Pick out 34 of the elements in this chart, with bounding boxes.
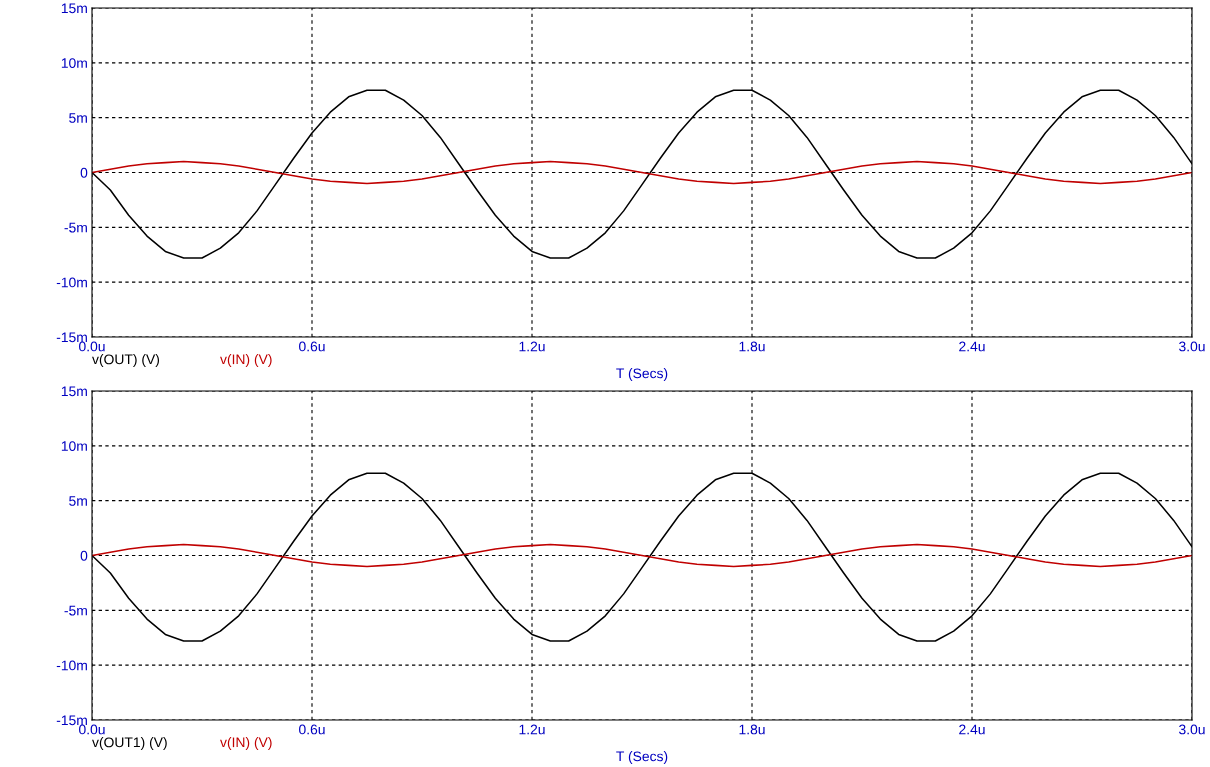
x-tick-label: 1.2u (519, 724, 545, 735)
y-tick-label: -10m (56, 660, 87, 671)
y-tick-label: -5m (64, 605, 87, 616)
x-tick-label: 0.6u (299, 341, 325, 352)
x-tick-label: 2.4u (959, 341, 985, 352)
text: v(IN) (V) (220, 737, 272, 750)
x-axis-title: T (Secs) (616, 368, 668, 381)
x-tick-label: 2.4u (959, 724, 985, 735)
x-tick-label: 3.0u (1179, 341, 1205, 352)
x-tick-label: 1.8u (739, 341, 765, 352)
y-tick-label: -15m (56, 332, 87, 343)
y-tick-label: -10m (56, 277, 87, 288)
text: v(OUT1) (V) (92, 737, 167, 750)
y-tick-label: -5m (64, 222, 87, 233)
x-tick-label: 0.0u (79, 341, 105, 352)
text: v(OUT) (V) (92, 354, 160, 367)
text: v(IN) (V) (220, 354, 272, 367)
y-tick-label: 15m (61, 386, 87, 397)
y-tick-label: -15m (56, 715, 87, 726)
line-series (92, 543, 1192, 568)
y-tick-label: 5m (69, 113, 87, 123)
x-tick-label: 1.2u (519, 341, 545, 352)
y-tick-label: 15m (61, 3, 87, 14)
x-tick-label: 1.8u (739, 724, 765, 735)
y-tick-label: 0 (80, 550, 88, 561)
line-series (92, 160, 1192, 185)
y-tick-label: 10m (61, 441, 87, 451)
x-axis-title: T (Secs) (616, 751, 668, 764)
y-tick-label: 0 (80, 167, 88, 178)
y-tick-label: 5m (69, 496, 87, 506)
x-tick-label: 3.0u (1179, 724, 1205, 735)
y-tick-label: 10m (61, 58, 87, 68)
x-tick-label: 0.6u (299, 724, 325, 735)
x-tick-label: 0.0u (79, 724, 105, 735)
